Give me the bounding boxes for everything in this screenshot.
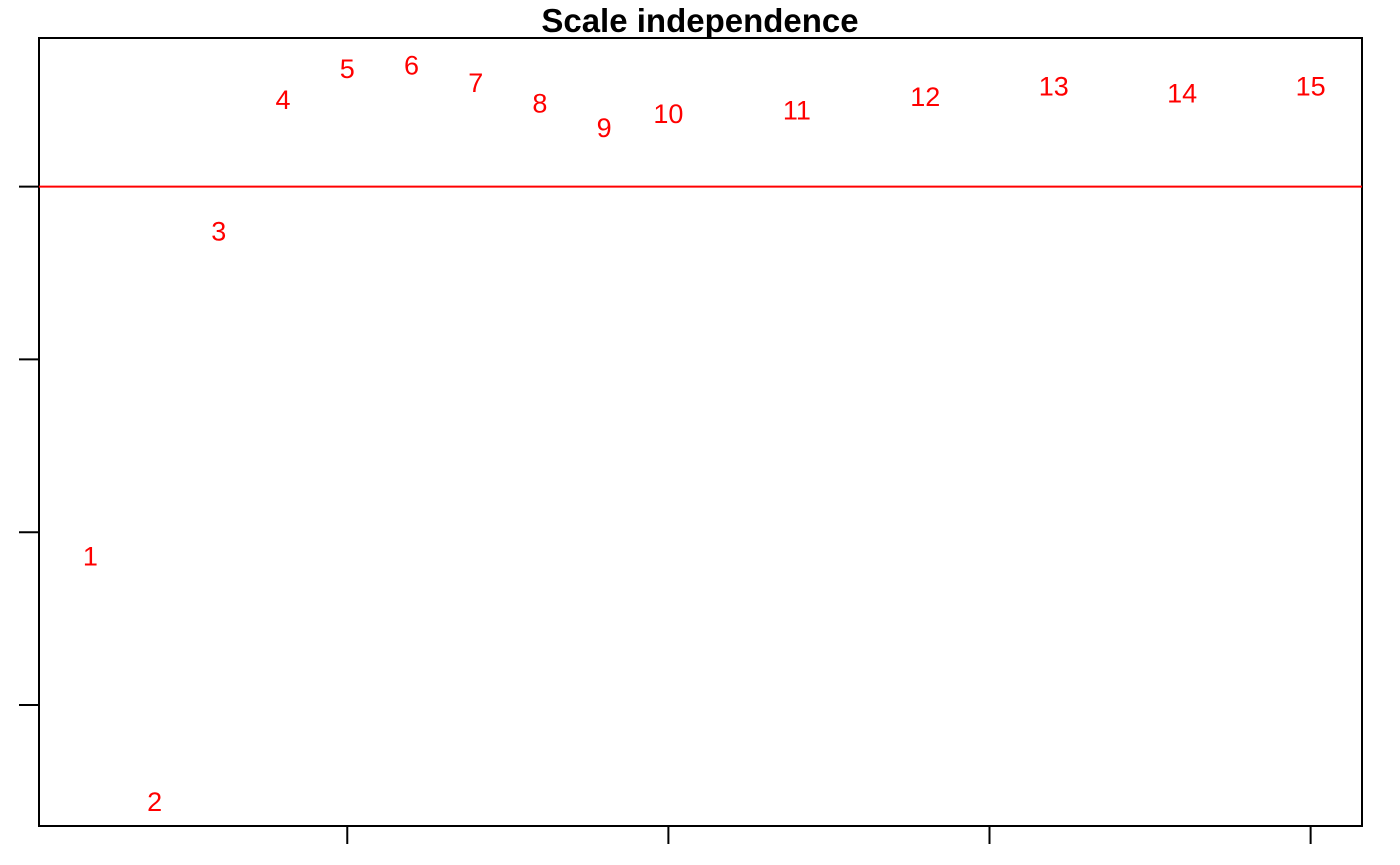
point-label-3: 3 [211,217,226,247]
y-axis-ticks [19,185,39,707]
point-label-13: 13 [1039,71,1069,101]
point-label-2: 2 [147,787,162,817]
chart-title: Scale independence [541,2,858,39]
point-label-6: 6 [404,51,419,81]
point-label-5: 5 [340,54,355,84]
point-label-11: 11 [783,96,811,126]
x-axis-ticks [346,826,1312,844]
point-label-14: 14 [1167,78,1197,108]
point-label-15: 15 [1296,71,1326,101]
point-label-8: 8 [532,89,547,119]
point-label-10: 10 [653,99,683,129]
point-label-12: 12 [910,82,940,112]
point-label-4: 4 [276,85,291,115]
point-label-9: 9 [597,113,612,143]
point-label-7: 7 [468,68,483,98]
point-label-1: 1 [83,541,98,571]
plot-frame [38,37,1363,827]
